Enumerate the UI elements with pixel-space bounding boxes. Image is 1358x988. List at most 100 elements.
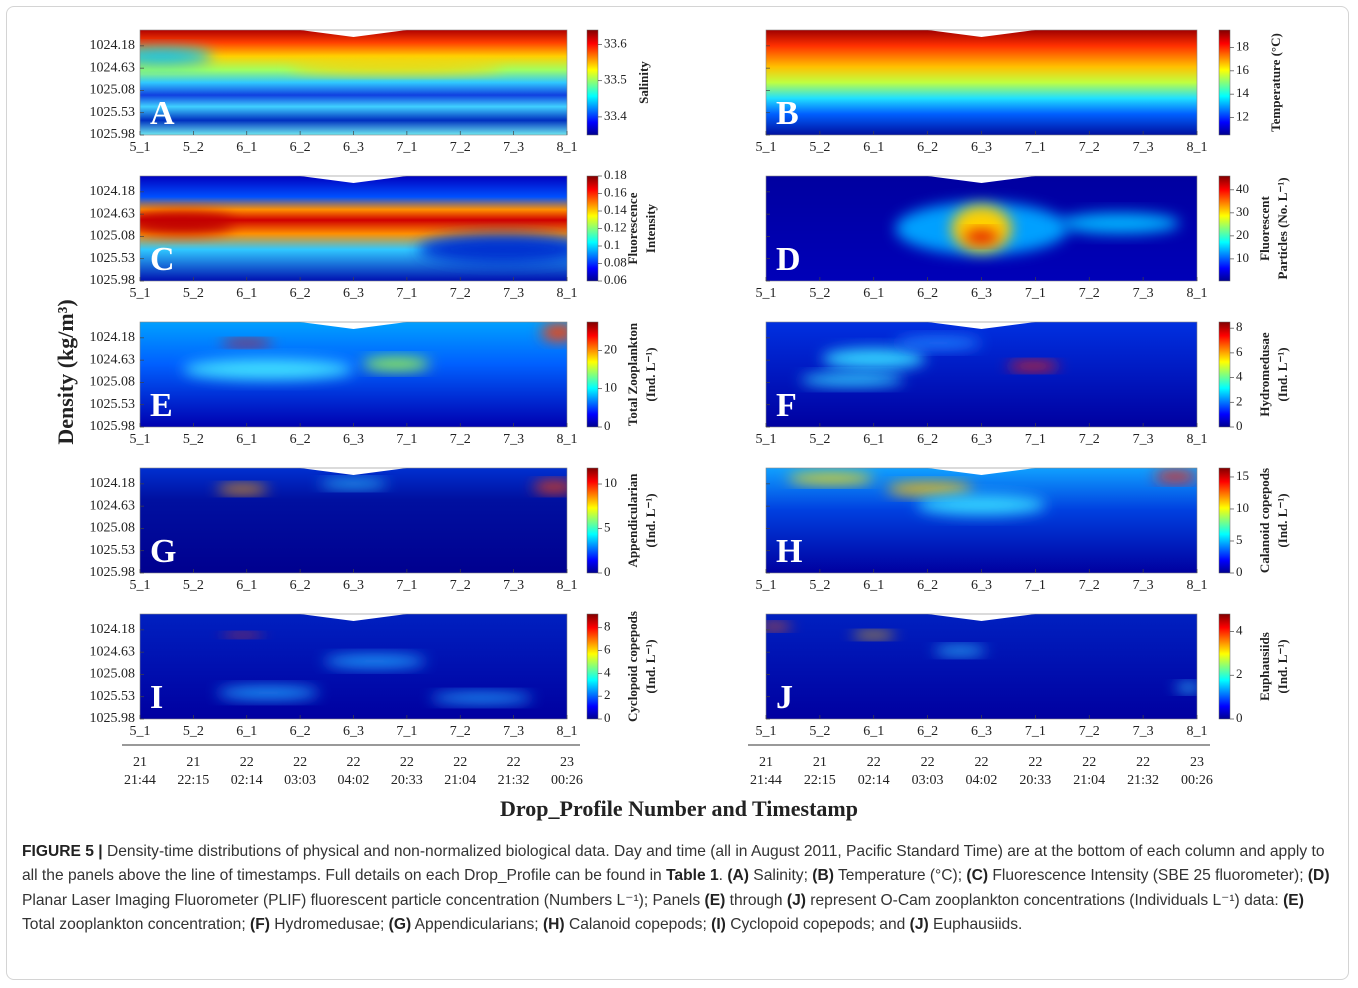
x-tick-label: 7_2 [1079, 432, 1100, 447]
panel-letter: B [776, 95, 799, 132]
timestamp-day: 22 [921, 755, 935, 770]
panel-letter: D [776, 241, 801, 278]
x-tick-label: 6_1 [863, 724, 884, 739]
x-tick-label: 5_1 [130, 724, 151, 739]
x-tick-label: 6_1 [236, 724, 257, 739]
caption-bold: (C) [966, 867, 989, 885]
x-tick-label: 7_2 [450, 286, 471, 301]
timestamp-day: 21 [759, 755, 773, 770]
colorbar-tick-label: 20 [604, 341, 617, 356]
y-tick-label: 1025.98 [90, 711, 136, 726]
panel-letter: J [776, 679, 793, 716]
heatmap-blob [541, 324, 567, 341]
caption-bold: (E) [1283, 891, 1304, 909]
y-tick-label: 1025.08 [90, 229, 136, 244]
x-tick-label: 5_1 [130, 286, 151, 301]
y-tick-label: 1025.08 [90, 521, 136, 536]
caption-bold: (J) [909, 916, 929, 934]
x-tick-label: 7_3 [1133, 140, 1154, 155]
caption-bold: (J) [786, 891, 806, 909]
x-tick-label: 5_1 [756, 578, 777, 593]
x-tick-label: 7_1 [1025, 578, 1046, 593]
timestamp-time: 02:14 [231, 773, 263, 788]
heatmap [140, 614, 567, 719]
timestamp-time: 21:44 [750, 773, 782, 788]
timestamp-day: 22 [1136, 755, 1150, 770]
caption-text: Density-time distributions of physical a… [22, 843, 1325, 885]
x-tick-label: 6_1 [236, 140, 257, 155]
caption-bold: (E) [704, 891, 726, 909]
timestamp-day: 21 [186, 755, 200, 770]
colorbar-tick-label: 14 [1236, 85, 1250, 100]
colorbar-tick-label: 0.14 [604, 202, 627, 217]
timestamp-day: 22 [975, 755, 989, 770]
x-tick-label: 6_2 [917, 140, 938, 155]
heatmap-blob [417, 233, 567, 266]
x-tick-label: 8_1 [557, 140, 578, 155]
x-tick-label: 8_1 [1187, 724, 1208, 739]
colorbar-tick-label: 33.4 [604, 108, 627, 123]
x-axis-label: Drop_Profile Number and Timestamp [500, 796, 858, 821]
colorbar [586, 467, 599, 574]
caption-text: represent O-Cam zooplankton concentratio… [805, 891, 1284, 909]
x-tick-label: 5_1 [756, 140, 777, 155]
x-tick-label: 6_2 [917, 578, 938, 593]
x-tick-label: 5_2 [183, 724, 204, 739]
x-tick-label: 7_2 [1079, 724, 1100, 739]
x-tick-label: 7_1 [396, 432, 417, 447]
caption-bold: (D) [1307, 867, 1330, 885]
colorbar-tick-label: 4 [1236, 369, 1243, 384]
colorbar-tick-label: 10 [1236, 250, 1249, 265]
colorbar-label: (Ind. L⁻¹) [643, 493, 658, 547]
x-tick-label: 5_2 [809, 140, 830, 155]
heatmap-field [766, 614, 1197, 719]
x-tick-label: 7_1 [1025, 724, 1046, 739]
caption-text: Calanoid copepods; [564, 916, 712, 934]
x-tick-label: 6_1 [863, 140, 884, 155]
panel-letter: I [150, 679, 163, 716]
y-tick-label: 1025.08 [90, 375, 136, 390]
colorbar-tick-label: 18 [1236, 38, 1249, 53]
heatmap-blob [895, 336, 982, 350]
colorbar-label: Cyclopoid copepods [625, 611, 640, 722]
x-tick-label: 6_2 [917, 432, 938, 447]
colorbar-label: Total Zooplankton [625, 322, 640, 426]
colorbar-tick-label: 10 [604, 380, 617, 395]
timestamp-day: 23 [1190, 755, 1204, 770]
heatmap [766, 30, 1197, 135]
colorbar-label: (Ind. L⁻¹) [1275, 493, 1290, 547]
heatmap-blob [886, 482, 973, 496]
heatmap [140, 176, 567, 281]
y-axis-label: Density (kg/m³) [53, 299, 78, 444]
heatmap-blob [822, 348, 926, 370]
colorbar-tick-label: 15 [1236, 468, 1249, 483]
timestamp-time: 00:26 [551, 773, 583, 788]
heatmap [140, 322, 567, 427]
x-tick-label: 5_1 [756, 724, 777, 739]
colorbar-tick-label: 0.12 [604, 219, 627, 234]
figure: Density (kg/m³) Drop_Profile Number and … [53, 29, 1290, 821]
heatmap-blob [319, 479, 388, 488]
colorbar-label: Appendicularian [625, 473, 640, 568]
x-tick-label: 7_3 [1133, 724, 1154, 739]
y-tick-label: 1024.63 [90, 644, 136, 659]
x-tick-label: 6_3 [971, 286, 992, 301]
x-tick-label: 7_2 [450, 578, 471, 593]
heatmap-blob [951, 205, 1012, 252]
x-tick-label: 5_2 [183, 432, 204, 447]
heatmap [766, 468, 1197, 573]
missing-data [300, 176, 407, 183]
y-tick-label: 1025.53 [90, 105, 136, 120]
timestamp-time: 21:44 [124, 773, 156, 788]
timestamp-time: 22:15 [804, 773, 836, 788]
colorbar-label: Temperature (°C) [1268, 33, 1283, 132]
x-tick-label: 7_1 [1025, 140, 1046, 155]
x-tick-label: 7_3 [503, 140, 524, 155]
colorbar-tick-label: 10 [604, 475, 617, 490]
colorbar-label: Particles (No. L⁻¹) [1275, 177, 1290, 279]
heatmap-blob [1175, 683, 1197, 692]
y-tick-label: 1024.18 [90, 622, 136, 637]
colorbar-tick-label: 8 [1236, 319, 1243, 334]
heatmap-blob [140, 47, 213, 65]
heatmap-blob [787, 473, 874, 484]
